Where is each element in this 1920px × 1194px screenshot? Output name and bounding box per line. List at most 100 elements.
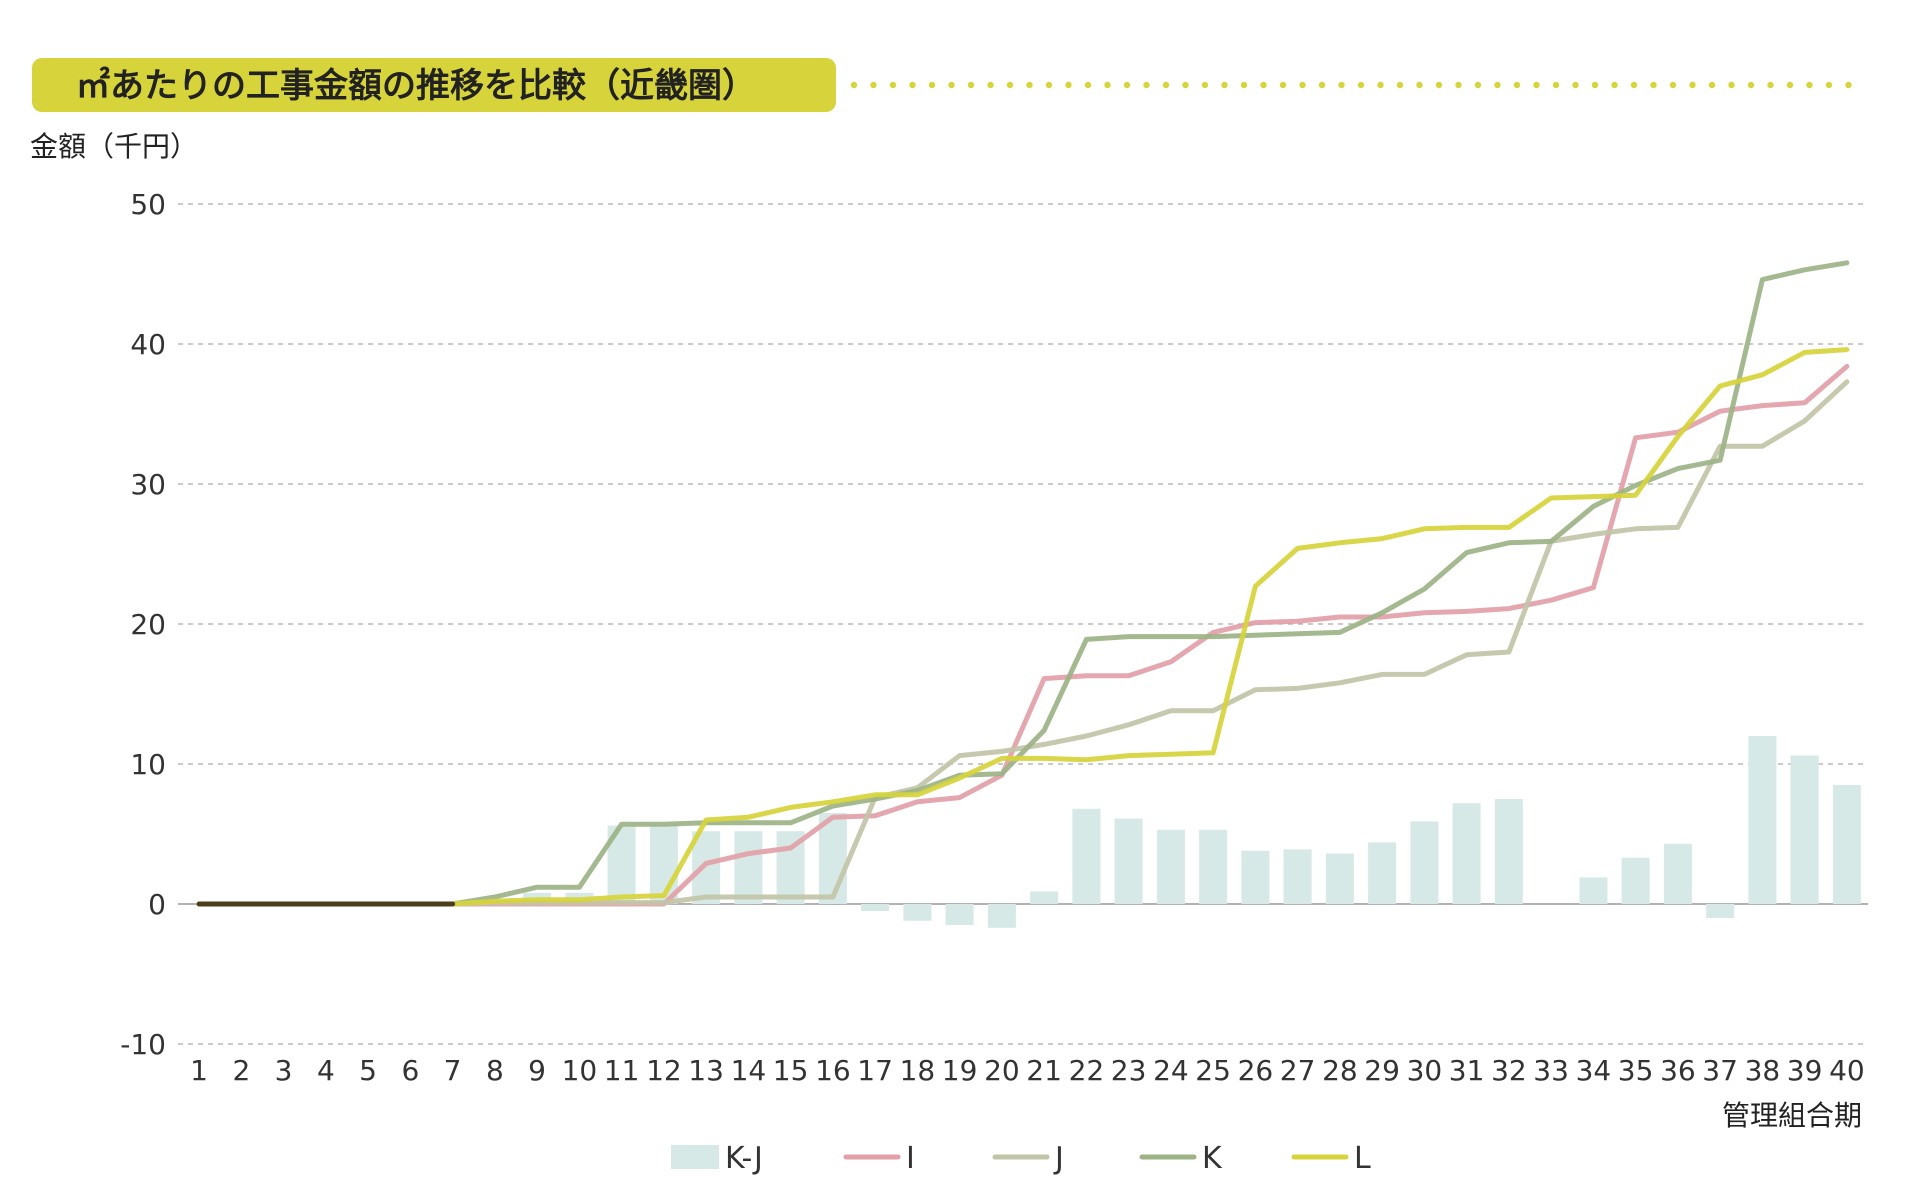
- bar-kj: [1621, 857, 1650, 904]
- line-series-i: [196, 363, 1850, 907]
- title-dot: [1513, 81, 1521, 89]
- title-dot: [1552, 81, 1560, 89]
- x-tick-label: 28: [1322, 1054, 1358, 1087]
- title-dot: [1221, 81, 1228, 89]
- x-tick-label: 9: [528, 1054, 546, 1087]
- title-dot: [1747, 81, 1755, 89]
- x-tick-label: 18: [900, 1054, 936, 1087]
- title-dot: [909, 81, 916, 89]
- y-tick-label: 20: [130, 608, 166, 641]
- title-dot: [1065, 81, 1072, 89]
- title-dot: [1533, 81, 1540, 89]
- title-dot: [1104, 81, 1111, 89]
- title-banner: [32, 58, 836, 112]
- x-tick-label: 2: [232, 1054, 250, 1087]
- title-dot: [1474, 81, 1482, 89]
- title-dot: [1123, 81, 1131, 89]
- title-dot: [987, 81, 994, 89]
- x-tick-label: 26: [1238, 1054, 1274, 1087]
- bar-kj: [903, 904, 932, 921]
- y-axis-ticks: 50 40 30 20 10 0 -10: [120, 188, 166, 1061]
- x-tick-label: 40: [1829, 1054, 1865, 1087]
- x-tick-label: 1: [190, 1054, 208, 1087]
- title-dot: [1825, 81, 1833, 89]
- x-tick-label: 22: [1069, 1054, 1105, 1087]
- title-dot: [1416, 81, 1423, 89]
- title-dot: [1591, 81, 1599, 89]
- title-dot: [1338, 81, 1345, 89]
- x-tick-label: 23: [1111, 1054, 1147, 1087]
- bar-kj: [1156, 829, 1185, 904]
- y-tick-label: 10: [130, 748, 166, 781]
- line-series-j: [196, 379, 1850, 907]
- title-dot: [1728, 81, 1735, 89]
- bar-kj: [1410, 821, 1439, 904]
- x-axis-ticks: 1 2 3 4 5 6 7 8 9 10 11 12 13 14 15 16 17 18 19 20 21 22 23 24 2…: [190, 1054, 1865, 1087]
- chart-title: ㎡あたりの工事金額の推移を比較（近畿圏）: [76, 66, 756, 106]
- x-tick-label: 21: [1026, 1054, 1062, 1087]
- bar-kj: [1241, 850, 1270, 904]
- x-axis-label: 管理組合期: [1722, 1099, 1862, 1132]
- x-tick-label: 12: [646, 1054, 682, 1087]
- bar-series-kj: [523, 736, 1861, 928]
- bar-kj: [1790, 755, 1819, 904]
- x-tick-label: 13: [688, 1054, 724, 1087]
- x-tick-label: 3: [275, 1054, 293, 1087]
- x-tick-label: 24: [1153, 1054, 1189, 1087]
- legend: K-J I J K L: [671, 1141, 1371, 1176]
- y-tick-label: 50: [130, 188, 166, 221]
- x-tick-label: 19: [942, 1054, 978, 1087]
- bar-kj: [734, 831, 763, 904]
- bar-kj: [1748, 736, 1777, 904]
- title-dot: [1045, 81, 1053, 89]
- legend-label: L: [1354, 1141, 1371, 1176]
- x-tick-label: 14: [731, 1054, 767, 1087]
- title-dot: [1689, 81, 1696, 89]
- title-dot: [1767, 81, 1774, 89]
- legend-label: I: [906, 1141, 915, 1176]
- title-dot: [1201, 81, 1209, 89]
- title-dot: [1708, 81, 1716, 89]
- x-tick-label: 20: [984, 1054, 1020, 1087]
- bar-kj: [1114, 818, 1143, 904]
- title-dot: [1026, 81, 1033, 89]
- title-dot: [1786, 81, 1794, 89]
- x-tick-label: 10: [562, 1054, 598, 1087]
- title-dot: [1240, 81, 1248, 89]
- title-dot: [1611, 81, 1618, 89]
- x-tick-label: 4: [317, 1054, 335, 1087]
- line-series: [196, 260, 1850, 907]
- title-dot: [1260, 81, 1267, 89]
- title-dot: [1669, 81, 1677, 89]
- bar-kj: [1579, 877, 1608, 904]
- y-axis-label: 金額（千円）: [30, 130, 198, 163]
- title-dot: [1318, 81, 1326, 89]
- title-dot: [850, 81, 858, 89]
- y-tick-label: 30: [130, 468, 166, 501]
- title-dot: [1435, 81, 1443, 89]
- gridlines: [178, 203, 1868, 1045]
- title-dot: [889, 81, 897, 89]
- title-dot: [870, 81, 877, 89]
- x-tick-label: 34: [1576, 1054, 1612, 1087]
- x-tick-label: 37: [1702, 1054, 1738, 1087]
- x-tick-label: 39: [1787, 1054, 1823, 1087]
- bar-kj: [692, 831, 721, 904]
- bar-kj: [1072, 808, 1101, 904]
- bar-kj: [1325, 853, 1354, 904]
- x-tick-label: 32: [1491, 1054, 1527, 1087]
- bar-kj: [861, 904, 890, 911]
- title-dot: [1182, 81, 1189, 89]
- title-dot: [928, 81, 936, 89]
- x-tick-label: 29: [1364, 1054, 1400, 1087]
- bar-kj: [1832, 785, 1861, 904]
- x-tick-label: 25: [1195, 1054, 1231, 1087]
- x-tick-label: 7: [444, 1054, 462, 1087]
- legend-label: K-J: [725, 1141, 763, 1176]
- x-tick-label: 17: [857, 1054, 893, 1087]
- x-tick-label: 6: [401, 1054, 419, 1087]
- bar-kj: [1199, 829, 1228, 904]
- title-dot: [1630, 81, 1638, 89]
- x-tick-label: 8: [486, 1054, 504, 1087]
